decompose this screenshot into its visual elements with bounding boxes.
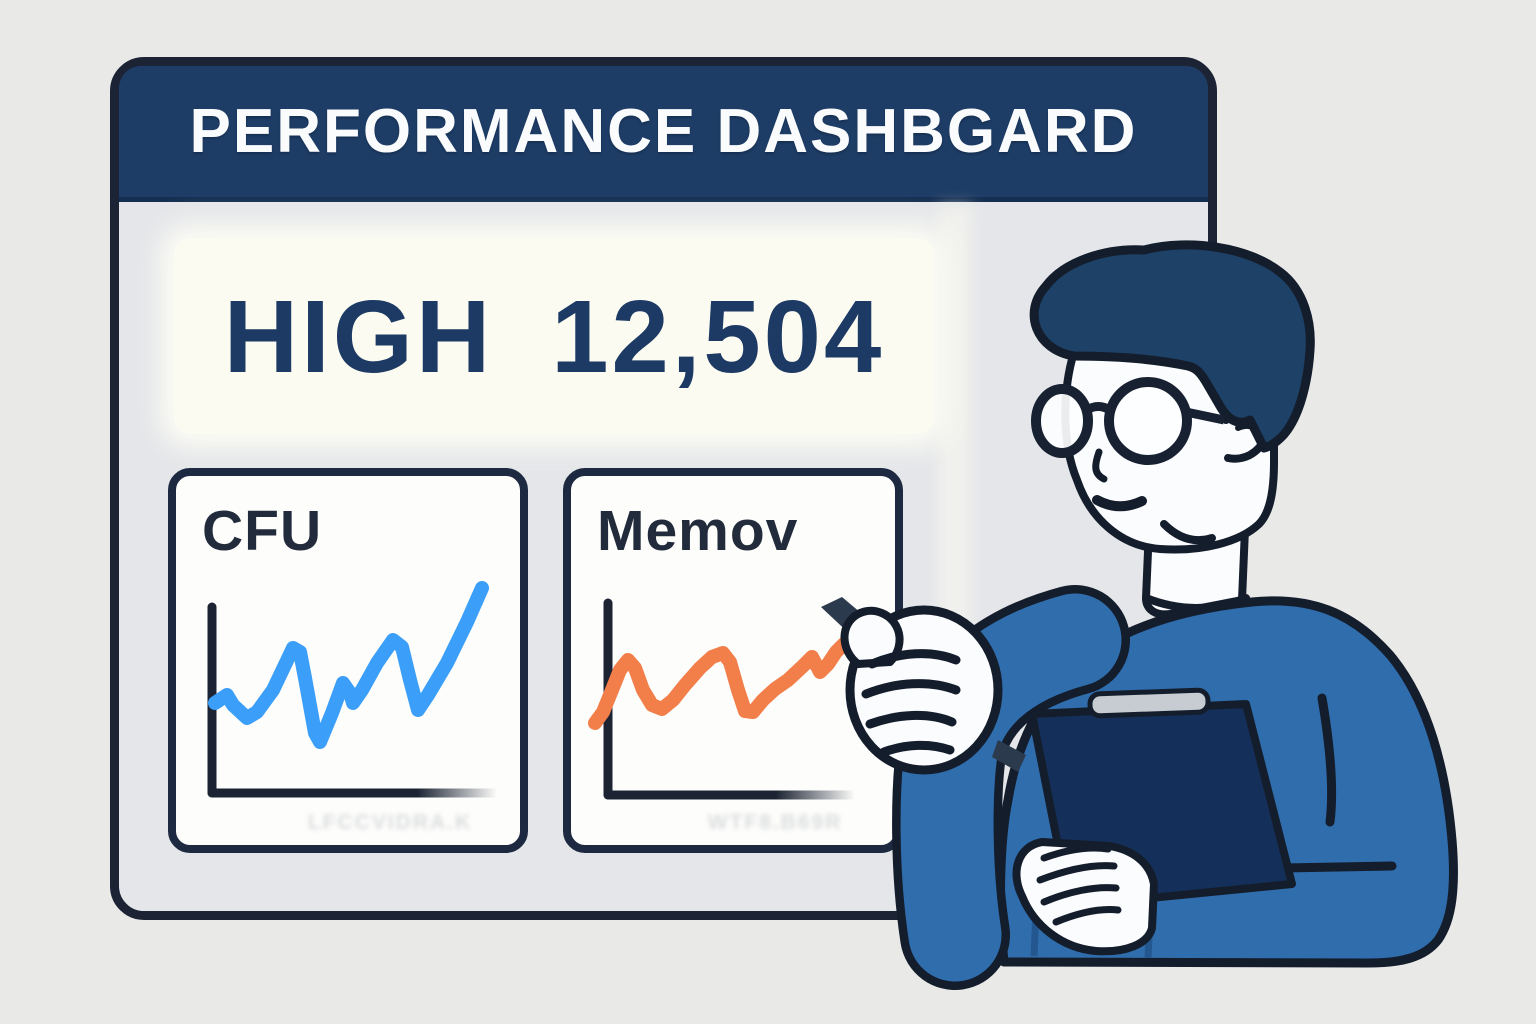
spark-line xyxy=(588,637,851,730)
card-title-memory: Memov xyxy=(597,499,799,563)
fold-line-waist xyxy=(1227,861,1397,874)
ear-inner-line xyxy=(1235,422,1260,436)
metric-value: 12,504 xyxy=(551,278,885,394)
page-title: PERFORMANCE DASHBGARD xyxy=(189,97,1138,166)
dashboard-panel: PERFORMANCE DASHBGARD HIGH 12,504 xyxy=(110,57,1217,920)
metric-label: HIGH xyxy=(223,278,494,394)
background-highlight-strip xyxy=(938,206,972,686)
card-caption-cpu: LFCCVIDRA.K xyxy=(307,811,473,834)
spark-line xyxy=(208,581,489,749)
metric-banner: HIGH 12,504 xyxy=(174,238,934,434)
card-title-cpu: CFU xyxy=(202,499,323,563)
ear xyxy=(1222,400,1273,463)
chart-card-cpu: CFU LFCCVIDRA.K xyxy=(168,468,528,853)
card-caption-memory: WTF8.B69R xyxy=(707,811,843,834)
memory-sparkline-chart xyxy=(588,598,860,800)
cpu-sparkline-chart xyxy=(207,581,502,798)
chart-card-memory: Memov WTF8.B69R xyxy=(563,468,903,853)
fold-line-chest xyxy=(1317,693,1337,827)
dashboard-header: PERFORMANCE DASHBGARD xyxy=(119,66,1208,202)
